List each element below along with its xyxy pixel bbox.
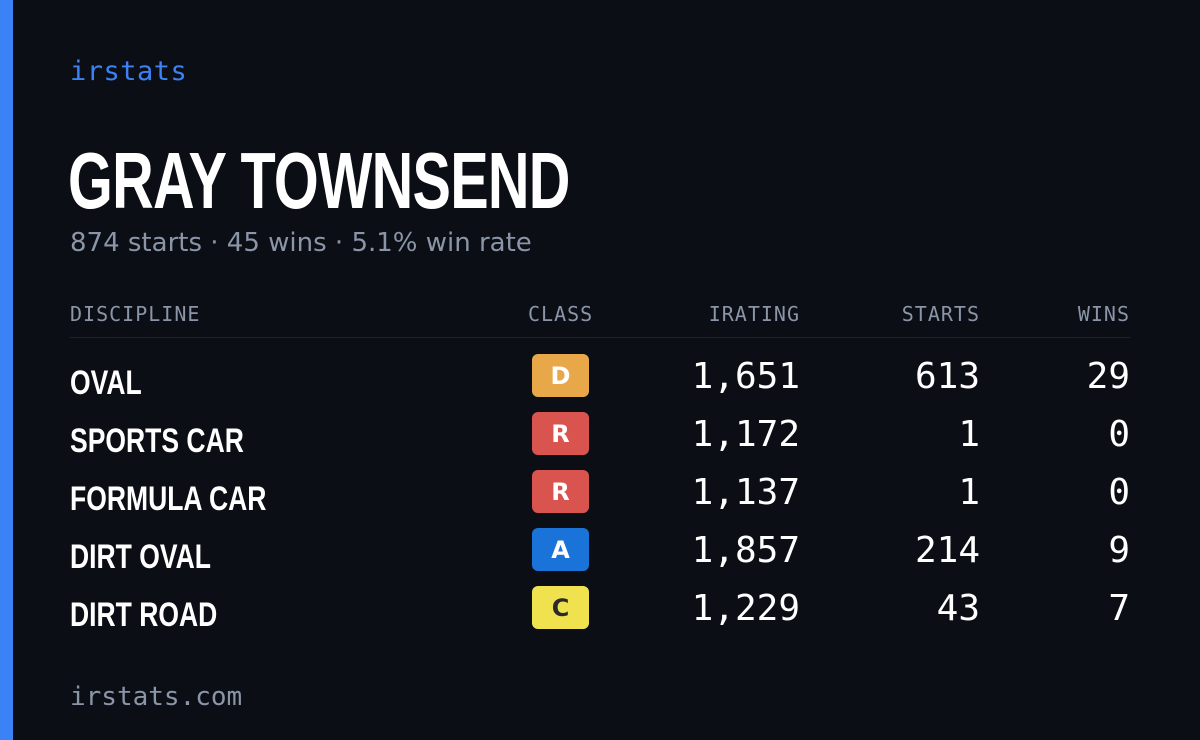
discipline-name: FORMULA CAR <box>70 480 267 518</box>
header-class: CLASS <box>528 302 594 326</box>
irating-value: 1,229 <box>691 588 800 629</box>
starts-value: 43 <box>936 588 980 629</box>
header-starts: STARTS <box>901 302 980 326</box>
irating-value: 1,651 <box>691 356 800 397</box>
discipline-name: DIRT ROAD <box>70 596 218 634</box>
table-row: SPORTS CAR R 1,172 1 0 <box>0 412 1200 470</box>
starts-value: 214 <box>914 530 980 571</box>
table-row: FORMULA CAR R 1,137 1 0 <box>0 470 1200 528</box>
wins-value: 0 <box>1108 472 1130 513</box>
brand-logo: irstats <box>70 56 188 87</box>
class-badge: R <box>532 412 589 455</box>
starts-value: 1 <box>958 472 980 513</box>
irating-value: 1,857 <box>691 530 800 571</box>
wins-value: 7 <box>1108 588 1130 629</box>
irating-value: 1,137 <box>691 472 800 513</box>
header-divider <box>70 337 1130 338</box>
discipline-name: DIRT OVAL <box>70 538 211 576</box>
wins-value: 29 <box>1086 356 1130 397</box>
class-badge: C <box>532 586 589 629</box>
wins-value: 9 <box>1108 530 1130 571</box>
table-row: OVAL D 1,651 613 29 <box>0 354 1200 412</box>
discipline-name: OVAL <box>70 364 142 402</box>
class-badge: D <box>532 354 589 397</box>
irating-value: 1,172 <box>691 414 800 455</box>
starts-value: 1 <box>958 414 980 455</box>
class-badge: A <box>532 528 589 571</box>
wins-value: 0 <box>1108 414 1130 455</box>
header-irating: IRATING <box>708 302 800 326</box>
header-discipline: DISCIPLINE <box>70 302 201 326</box>
starts-value: 613 <box>914 356 980 397</box>
table-row: DIRT OVAL A 1,857 214 9 <box>0 528 1200 586</box>
class-badge: R <box>532 470 589 513</box>
accent-bar <box>0 0 13 740</box>
discipline-name: SPORTS CAR <box>70 422 244 460</box>
driver-name: GRAY TOWNSEND <box>68 136 570 225</box>
driver-summary: 874 starts · 45 wins · 5.1% win rate <box>70 228 532 258</box>
table-row: DIRT ROAD C 1,229 43 7 <box>0 586 1200 644</box>
footer-url[interactable]: irstats.com <box>70 682 243 712</box>
header-wins: WINS <box>1077 302 1130 326</box>
